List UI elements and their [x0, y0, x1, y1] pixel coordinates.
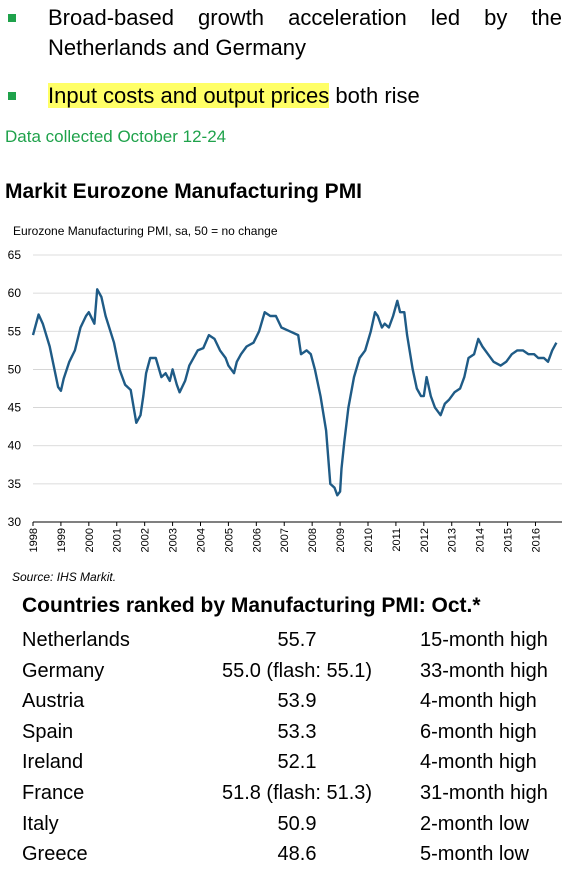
chart-title: Markit Eurozone Manufacturing PMI	[5, 180, 363, 203]
bullet-text-1-line-2: Netherlands and Germany	[48, 35, 307, 60]
bullet-text-1-line-1: Broad-based growth acceleration led by t…	[48, 5, 562, 30]
x-tick-label: 2001	[112, 528, 124, 552]
ranking-row: Spain 53.3 6-month high	[22, 717, 571, 748]
x-tick-label: 2016	[530, 528, 542, 552]
bullet-square-icon	[8, 92, 16, 100]
pmi-value: 50.9	[277, 812, 317, 835]
y-tick-label: 30	[8, 515, 22, 529]
pmi-value: 48.6	[277, 843, 317, 866]
x-tick-label: 2008	[307, 528, 319, 552]
pmi-value: 55.0 (flash: 55.1)	[221, 659, 373, 682]
ranking-row: Netherlands 55.7 15-month high	[22, 625, 571, 656]
y-tick-label: 65	[8, 248, 22, 262]
ranking-row: Austria 53.9 4-month high	[22, 686, 571, 717]
y-tick-label: 45	[8, 401, 22, 415]
chart-subtitle: Eurozone Manufacturing PMI, sa, 50 = no …	[13, 224, 278, 238]
x-tick-label: 1999	[56, 528, 68, 552]
ranking-row: France 51.8 (flash: 51.3) 31-month high	[22, 778, 571, 809]
source-note: Source: IHS Markit.	[12, 570, 117, 584]
pmi-value: 51.8 (flash: 51.3)	[221, 781, 373, 804]
x-tick-label: 2013	[447, 528, 459, 552]
x-tick-label: 2015	[503, 528, 515, 552]
y-axis: 30 35 40 45 50 55 60 65	[8, 248, 22, 529]
x-tick-label: 2000	[84, 528, 96, 552]
ranking-table: Netherlands 55.7 15-month high Germany 55.0 …	[22, 625, 571, 870]
ranking-row: Italy 50.9 2-month low	[22, 809, 571, 840]
ranking-title: Countries ranked by Manufacturing PMI: O…	[22, 594, 481, 617]
trend-note: 31-month high	[420, 781, 548, 804]
country-name: Germany	[22, 659, 105, 682]
country-name: Greece	[22, 843, 88, 866]
y-tick-label: 40	[8, 439, 22, 453]
pmi-series-line	[31, 288, 558, 497]
bullet-square-icon	[8, 14, 16, 22]
x-tick-label: 2002	[140, 528, 152, 552]
chart-gridlines	[33, 254, 562, 523]
x-tick-label: 2011	[391, 528, 403, 552]
y-tick-label: 35	[8, 477, 22, 491]
trend-note: 4-month high	[420, 751, 537, 774]
y-tick-label: 60	[8, 286, 22, 300]
country-name: Italy	[22, 812, 59, 835]
trend-note: 2-month low	[420, 812, 529, 835]
trend-note: 33-month high	[420, 659, 548, 682]
pmi-value: 52.1	[277, 751, 317, 774]
pmi-value: 55.7	[277, 629, 317, 651]
trend-note: 15-month high	[420, 629, 548, 651]
x-axis: 1998 1999 2000 2001 2002 2003 2004 2005 2006 2007…	[28, 522, 542, 552]
country-name: France	[22, 781, 85, 804]
country-name: Netherlands	[22, 629, 130, 651]
y-tick-label: 50	[8, 362, 22, 376]
x-tick-label: 2012	[419, 528, 431, 552]
trend-note: 5-month low	[420, 843, 529, 866]
x-tick-label: 2014	[475, 528, 487, 552]
x-tick-label: 2004	[195, 528, 207, 552]
x-tick-label: 2009	[335, 528, 347, 552]
x-tick-label: 2005	[223, 528, 235, 552]
pmi-value: 53.3	[277, 720, 317, 743]
highlighted-text: Input costs and output prices	[48, 83, 330, 108]
ranking-row: Greece 48.6 5-month low	[22, 839, 571, 870]
x-tick-label: 2006	[251, 528, 263, 552]
trend-note: 4-month high	[420, 690, 537, 713]
x-tick-label: 2003	[168, 528, 180, 552]
pmi-value: 53.9	[277, 690, 317, 713]
country-name: Ireland	[22, 751, 84, 774]
country-name: Spain	[22, 720, 74, 743]
trend-note: 6-month high	[420, 720, 537, 743]
pmi-line-chart: 30 35 40 45 50 55 60 65 1998 1999 2000 2001 2002 200…	[8, 248, 562, 552]
y-tick-label: 55	[8, 324, 22, 338]
x-tick-label: 2007	[279, 528, 291, 552]
ranking-row: Germany 55.0 (flash: 55.1) 33-month high	[22, 656, 571, 687]
country-name: Austria	[22, 690, 85, 713]
bullet-text-2-rest: both rise	[329, 83, 420, 108]
ranking-row: Ireland 52.1 4-month high	[22, 747, 571, 778]
x-tick-label: 1998	[28, 528, 40, 552]
x-tick-label: 2010	[363, 528, 375, 552]
bullet-text-2: Input costs and output prices both rise	[48, 83, 420, 109]
data-collected-note: Data collected October 12-24	[5, 127, 227, 146]
